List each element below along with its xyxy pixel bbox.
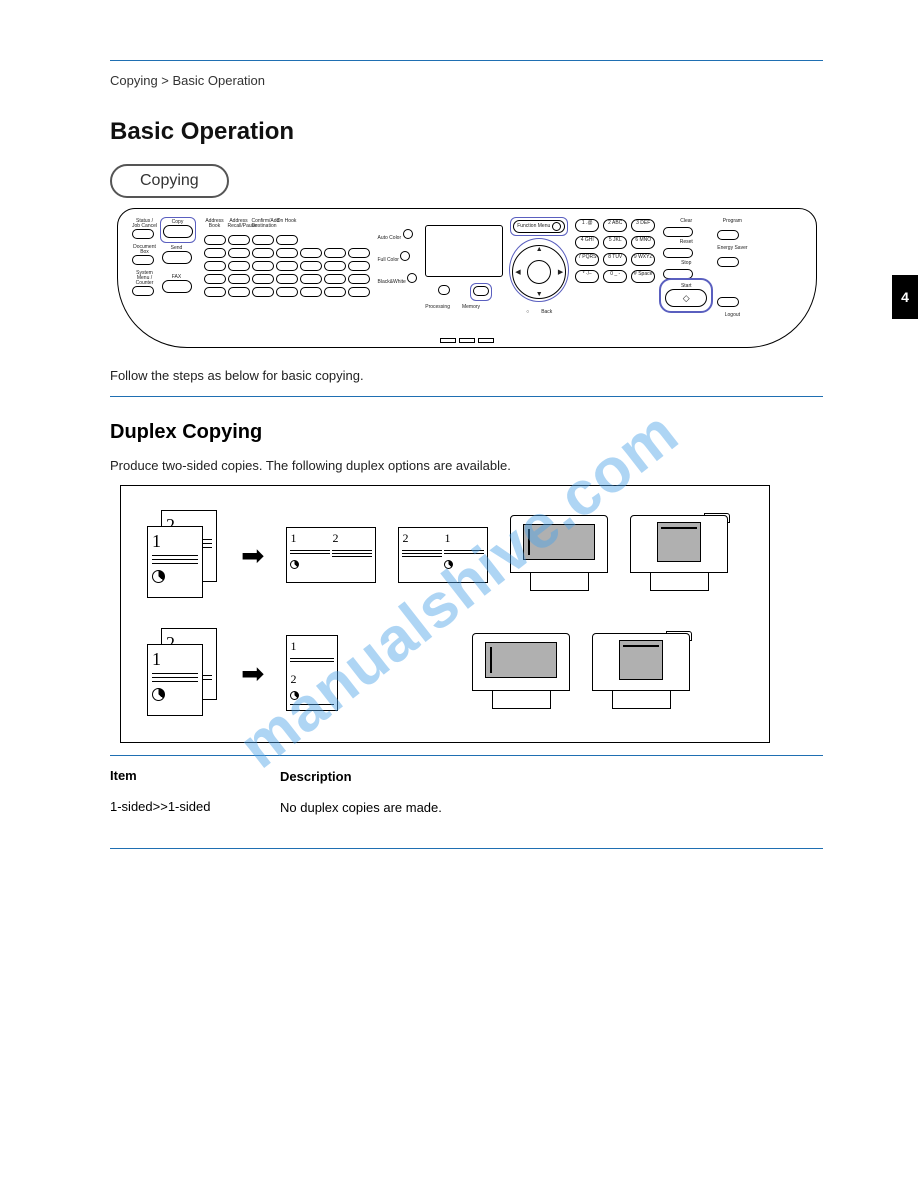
- page: Copying > Basic Operation Basic Operatio…: [0, 0, 918, 919]
- control-panel-figure: Status / Job Cancel Copy Document Box Se…: [117, 208, 817, 348]
- status-label: Status / Job Cancel: [132, 219, 158, 229]
- top-divider: [110, 60, 823, 61]
- item-val: Description: [280, 768, 823, 787]
- copying-pill: Copying: [110, 164, 229, 198]
- duplex-diagram: 2 1 ➡ 1 2 2 1: [120, 485, 770, 743]
- copy-button: [163, 225, 193, 238]
- printer-portrait-2: [592, 633, 690, 713]
- clear-button: [663, 227, 693, 237]
- duplex-intro: Produce two-sided copies. The following …: [110, 456, 823, 476]
- divider-1: [110, 396, 823, 397]
- ot-h1: Address Book: [204, 219, 226, 229]
- cm1: Auto Color: [378, 235, 402, 241]
- item-key: 1-sided>>1-sided: [110, 799, 280, 818]
- program-button: [717, 230, 739, 240]
- cm3: Black&White: [378, 279, 406, 285]
- arrow-icon: ➡: [241, 539, 264, 572]
- one-touch-grid: [204, 235, 370, 298]
- clear-label: Clear: [663, 219, 709, 224]
- output-2up-rl: 2 1: [398, 527, 488, 583]
- docbox-button: [132, 255, 154, 265]
- stop-label: Stop: [663, 261, 709, 266]
- reset-label: Reset: [663, 240, 709, 245]
- ot-h2: Address Recall/Pause: [228, 219, 250, 229]
- start-button: ◇: [665, 289, 707, 307]
- send-button: [162, 251, 192, 264]
- status-button: [132, 229, 154, 239]
- section-title: Basic Operation: [110, 118, 823, 146]
- program-label: Program: [717, 219, 747, 224]
- docbox-label: Document Box: [132, 245, 158, 255]
- output-2up-lr: 1 2: [286, 527, 376, 583]
- after-panel-text: Follow the steps as below for basic copy…: [110, 366, 823, 386]
- printer-landscape-2: [472, 633, 570, 713]
- logout-label: Logout: [717, 313, 747, 318]
- item-val: No duplex copies are made.: [280, 799, 823, 818]
- output-2up-tb: 1 2: [286, 635, 338, 711]
- lcd-screen: [425, 225, 503, 277]
- divider-3: [110, 848, 823, 849]
- breadcrumb: Copying > Basic Operation: [110, 73, 265, 88]
- fax-label: FAX: [162, 275, 192, 280]
- divider-2: [110, 755, 823, 756]
- dial-highlight: ▲ ▼ ◀ ▶: [511, 240, 567, 300]
- funcmenu-highlight: Function Menu: [512, 219, 566, 234]
- sysmenu-label: System Menu / Counter: [132, 271, 158, 286]
- printer-portrait-1: [630, 515, 728, 595]
- numeric-keypad: 1 .@2 ABC3 DEF 4 GHI5 JKL6 MNO 7 PQRS8 T…: [575, 219, 655, 283]
- page-header: Copying > Basic Operation: [110, 73, 823, 88]
- cm2: Full Color: [378, 257, 399, 263]
- copy-highlight: Copy: [162, 219, 194, 241]
- stop-button: [663, 269, 693, 279]
- input-stack-1: 2 1: [147, 510, 219, 600]
- printer-landscape-1: [510, 515, 608, 595]
- duplex-heading: Duplex Copying: [110, 421, 823, 444]
- logout-button: [717, 297, 739, 307]
- funcmenu-label: Function Menu: [517, 224, 550, 229]
- spec-list: Item Description 1-sided>>1-sided No dup…: [110, 768, 823, 818]
- fax-button: [162, 280, 192, 293]
- ot-h4: On Hook: [276, 219, 298, 229]
- start-highlight: Start ◇: [663, 282, 709, 309]
- input-stack-2: 2 1: [147, 628, 219, 718]
- nav-dial: ▲ ▼ ◀ ▶: [512, 245, 566, 299]
- energy-button: [717, 257, 739, 267]
- energy-label: Energy Saver: [717, 246, 747, 251]
- item-key: Item: [110, 768, 280, 787]
- sysmenu-button: [132, 286, 154, 296]
- select-highlight: [472, 285, 490, 299]
- reset-button: [663, 248, 693, 258]
- arrow-icon: ➡: [241, 657, 264, 690]
- ot-h3: Confirm/Add Destination: [252, 219, 274, 229]
